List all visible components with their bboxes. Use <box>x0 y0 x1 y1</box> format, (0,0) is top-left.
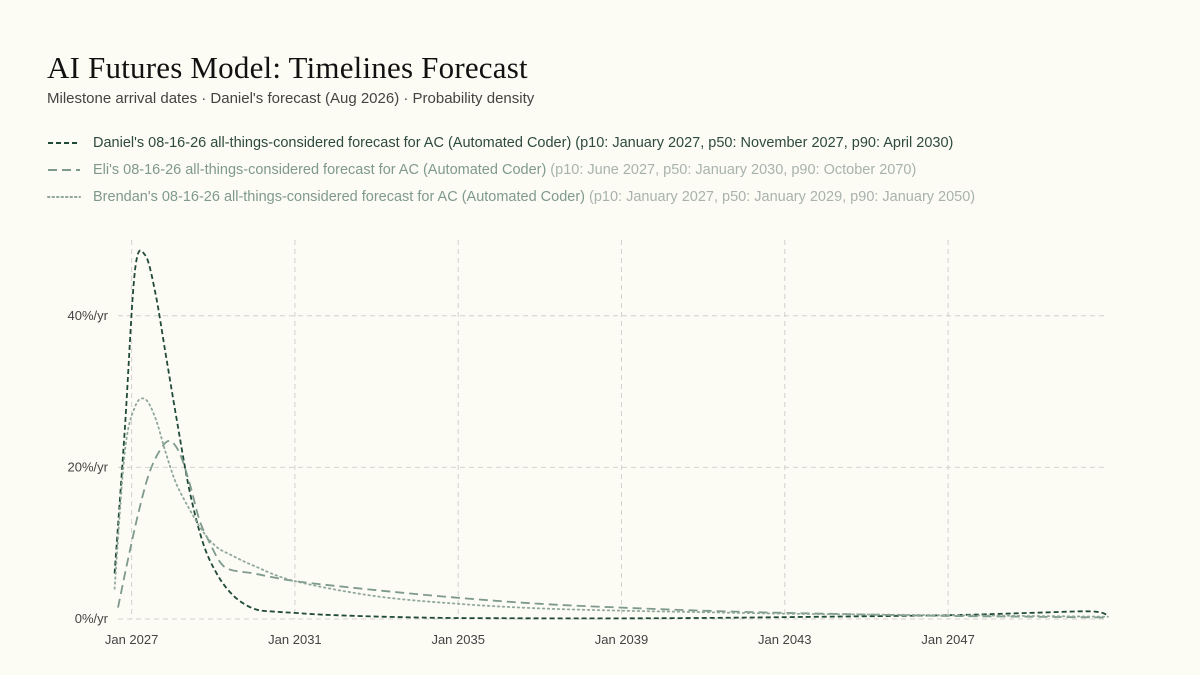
y-tick-label: 0%/yr <box>75 611 109 626</box>
x-tick-label: Jan 2031 <box>268 632 322 647</box>
chart-legend: Daniel's 08-16-26 all-things-considered … <box>47 129 975 210</box>
legend-stats: (p10: January 2027, p50: November 2027, … <box>575 134 954 151</box>
x-tick-label: Jan 2047 <box>921 632 975 647</box>
legend-swatch-dashed <box>48 141 80 144</box>
legend-label: Brendan's 08-16-26 all-things-considered… <box>93 188 585 205</box>
chart-subtitle: Milestone arrival dates · Daniel's forec… <box>47 90 535 107</box>
y-tick-label: 20%/yr <box>68 459 109 474</box>
y-tick-label: 40%/yr <box>68 308 109 323</box>
legend-item-brendan[interactable]: Brendan's 08-16-26 all-things-considered… <box>47 183 975 210</box>
x-tick-label: Jan 2035 <box>431 632 485 647</box>
x-tick-label: Jan 2043 <box>758 632 812 647</box>
legend-item-eli[interactable]: Eli's 08-16-26 all-things-considered for… <box>47 156 975 183</box>
series-line-2 <box>113 397 1109 618</box>
legend-stats: (p10: January 2027, p50: January 2029, p… <box>589 188 976 205</box>
series-line-0 <box>113 249 1109 620</box>
legend-label: Eli's 08-16-26 all-things-considered for… <box>93 161 547 178</box>
legend-stats: (p10: June 2027, p50: January 2030, p90:… <box>550 161 917 178</box>
chart-title: AI Futures Model: Timelines Forecast <box>47 50 528 85</box>
legend-label: Daniel's 08-16-26 all-things-considered … <box>93 134 572 151</box>
legend-swatch-dotted <box>47 195 81 198</box>
x-tick-label: Jan 2039 <box>595 632 649 647</box>
series-line-1 <box>117 439 1109 619</box>
legend-swatch-long-dashed <box>48 168 80 171</box>
x-tick-label: Jan 2027 <box>105 632 159 647</box>
legend-item-daniel[interactable]: Daniel's 08-16-26 all-things-considered … <box>47 129 975 156</box>
